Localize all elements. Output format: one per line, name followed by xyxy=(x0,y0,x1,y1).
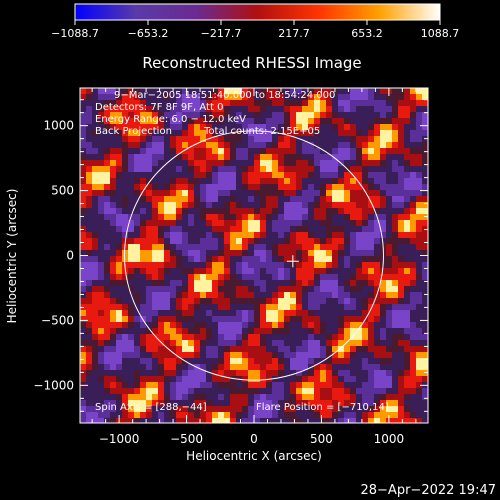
x-tick-label: −500 xyxy=(170,432,203,446)
spin-axis-marker xyxy=(286,255,299,268)
annotation-energy: Energy Range: 6.0 − 12.0 keV xyxy=(95,114,246,125)
colorbar-tick-label: −217.7 xyxy=(201,27,242,40)
plot-annotations: 9−Mar−2005 18:51:40.000 to 18:54:24.000 … xyxy=(95,90,389,413)
colorbar-tick-label: −653.2 xyxy=(128,27,169,40)
plot-markers xyxy=(286,255,299,268)
y-tick-label: 0 xyxy=(66,249,74,263)
heatmap-image xyxy=(80,88,428,423)
annotation-counts: Total counts: 2.15E+05 xyxy=(203,126,320,137)
y-tick-label: 500 xyxy=(51,184,74,198)
annotation-time: 9−Mar−2005 18:51:40.000 to 18:54:24.000 xyxy=(114,90,335,101)
colorbar-ticks: −1088.7 −653.2 −217.7 217.7 653.2 1088.7 xyxy=(51,20,459,40)
colorbar-tick-label: −1088.7 xyxy=(51,27,99,40)
chart-title: Reconstructed RHESSI Image xyxy=(142,54,361,72)
plot-area: −1000 −500 0 500 1000 1000 500 0 −500 −1000 xyxy=(33,87,429,446)
colorbar-tick-label: 1088.7 xyxy=(421,27,460,40)
x-tick-label: 0 xyxy=(250,432,258,446)
x-tick-label: 500 xyxy=(310,432,333,446)
axis-ticks: −1000 −500 0 500 1000 1000 500 0 −500 −1000 xyxy=(33,88,428,446)
colorbar-tick-label: 653.2 xyxy=(351,27,383,40)
y-tick-label: −1000 xyxy=(33,378,74,392)
colorbar: −1088.7 −653.2 −217.7 217.7 653.2 1088.7 xyxy=(51,3,459,40)
annotation-detectors: Detectors: 7F 8F 9F, Att 0 xyxy=(95,102,223,113)
y-axis-label: Heliocentric Y (arcsec) xyxy=(5,189,19,324)
footer-timestamp: 28−Apr−2022 19:47 xyxy=(361,483,497,498)
colorbar-gradient xyxy=(74,3,441,21)
x-tick-label: 1000 xyxy=(374,432,405,446)
annotation-spin-axis: Spin Axis = [288,−44] xyxy=(95,402,207,413)
solar-limb-circle xyxy=(124,130,384,381)
x-tick-label: −1000 xyxy=(99,432,140,446)
annotation-method: Back Projection xyxy=(95,126,172,137)
x-axis-label: Heliocentric X (arcsec) xyxy=(186,449,322,463)
annotation-flare-position: Flare Position = [−710,14] xyxy=(256,402,389,413)
y-tick-label: 1000 xyxy=(43,119,74,133)
colorbar-tick-label: 217.7 xyxy=(278,27,310,40)
y-tick-label: −500 xyxy=(41,313,74,327)
